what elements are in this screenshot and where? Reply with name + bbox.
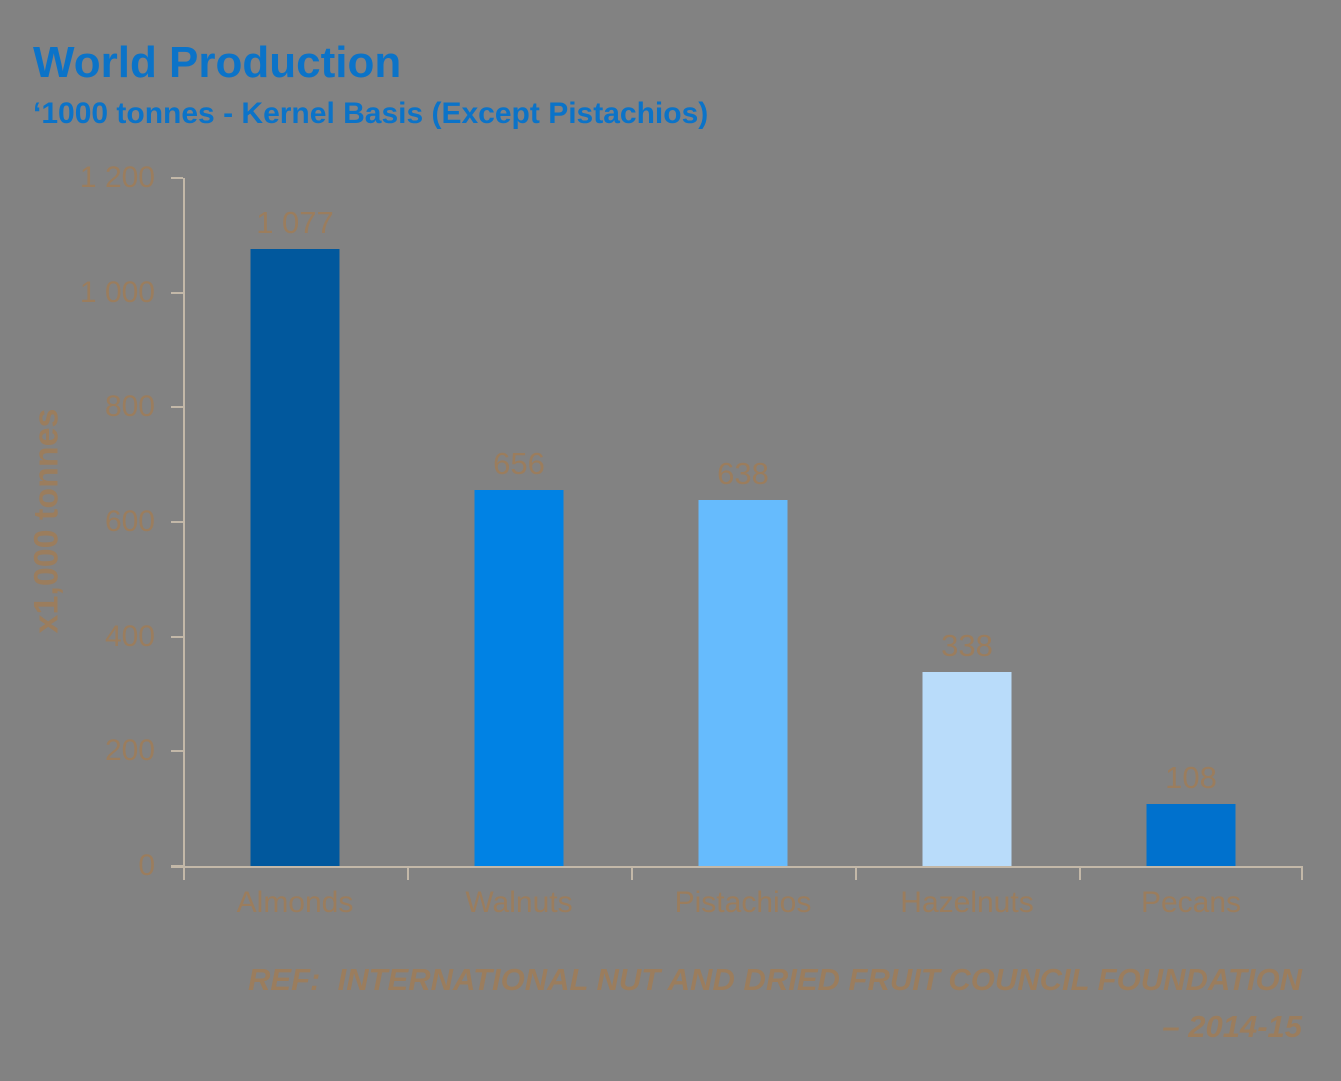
x-tick-mark [407, 868, 409, 880]
x-category-label-walnuts: Walnuts [465, 886, 573, 919]
bar-walnuts [474, 490, 564, 866]
y-tick-mark [171, 750, 183, 753]
x-tick-mark [631, 868, 633, 880]
bar-slot-walnuts: 656 [407, 178, 631, 866]
bar-hazelnuts [922, 672, 1012, 866]
bar-slot-almonds: 1 077 [183, 178, 407, 866]
y-tick-mark [171, 865, 183, 867]
plot-area: 0 200 400 600 800 1 000 1 200 1 077 656 638 338 10… [80, 162, 1303, 919]
bar-value-label: 338 [941, 628, 993, 663]
bar-value-label: 1 077 [256, 205, 334, 240]
bar-value-label: 656 [493, 446, 545, 481]
y-tick-mark [171, 521, 183, 523]
bar-pecans [1146, 804, 1236, 866]
y-tick-label: 600 [104, 505, 155, 538]
x-category-label-pecans: Pecans [1140, 886, 1242, 919]
bar-value-label: 108 [1165, 760, 1217, 795]
x-tick-mark [1079, 868, 1081, 880]
page-title: World Production [33, 38, 402, 87]
x-category-label-hazelnuts: Hazelnuts [900, 886, 1034, 919]
y-tick-mark [171, 291, 183, 294]
x-category-label-almonds: Almonds [236, 886, 354, 919]
x-tick-mark [1301, 868, 1303, 880]
bar-slot-pecans: 108 [1079, 178, 1303, 866]
bar-pistachios [698, 500, 788, 866]
bar-slot-pistachios: 638 [631, 178, 855, 866]
chart-subtitle: ‘1000 tonnes - Kernel Basis (Except Pist… [33, 97, 709, 130]
x-tick-mark [855, 868, 857, 880]
y-tick-label: 1 000 [79, 275, 155, 309]
y-tick-label: 0 [138, 849, 155, 882]
y-tick-label: 200 [104, 734, 155, 768]
y-tick-mark [171, 177, 183, 179]
bar-almonds [250, 249, 340, 866]
footer-ref-line2: – 2014-15 [1162, 1009, 1302, 1044]
bar-slot-hazelnuts: 338 [855, 178, 1079, 866]
y-tick-mark [171, 635, 183, 638]
x-tick-mark [183, 868, 185, 880]
y-axis-line [183, 178, 185, 878]
y-tick-label: 800 [104, 390, 155, 424]
y-tick-label: 1 200 [79, 161, 155, 194]
footer-reference: REF: INTERNATIONAL NUT AND DRIED FRUIT C… [142, 956, 1302, 1050]
y-tick-mark [171, 406, 183, 409]
x-category-label-pistachios: Pistachios [674, 886, 812, 919]
x-axis-line [171, 866, 1303, 868]
bar-value-label: 638 [717, 456, 769, 491]
footer-ref-line1: REF: INTERNATIONAL NUT AND DRIED FRUIT C… [248, 962, 1302, 997]
y-tick-label: 400 [104, 619, 155, 653]
